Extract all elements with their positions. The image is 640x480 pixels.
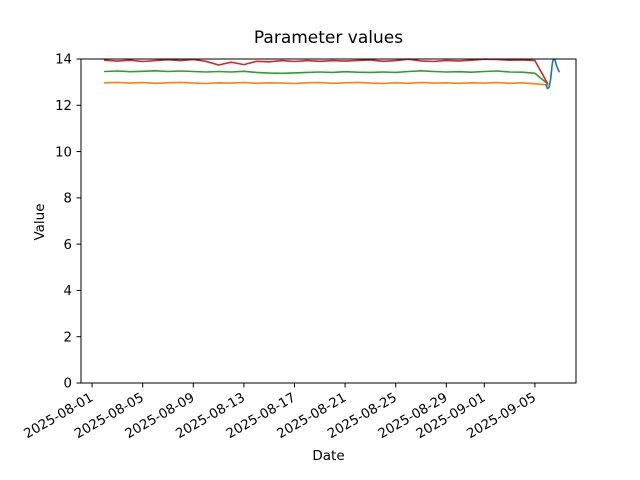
chart-title: Parameter values [253,28,404,48]
x-axis-label: Date [312,448,345,464]
y-tick-label: 8 [64,192,72,207]
y-tick-label: 14 [55,53,72,68]
series-line-green [103,70,549,85]
y-tick-label: 0 [64,377,72,392]
series-line-blue [545,58,560,90]
series-line-red [103,58,549,85]
plot-border [80,58,577,384]
y-tick-label: 6 [64,238,72,253]
series-line-orange [103,81,549,86]
y-tick-label: 12 [55,99,72,114]
y-axis-label: Value [32,203,48,241]
y-tick-label: 2 [64,330,72,345]
y-tick-label: 4 [64,284,72,299]
y-tick-label: 10 [55,145,72,160]
